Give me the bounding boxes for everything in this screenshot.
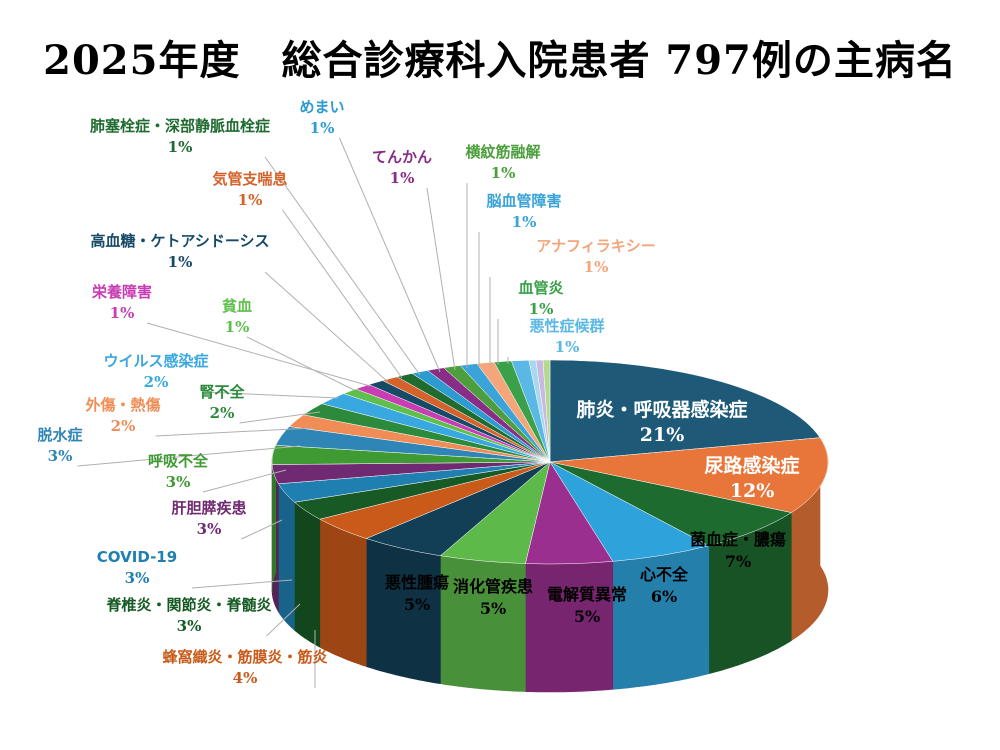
slice-side-4 <box>525 561 614 693</box>
slice-label-pct-18: 1% <box>168 253 193 271</box>
slice-label-name-13: 外傷・熱傷 <box>84 396 160 414</box>
slice-side-7 <box>319 518 367 667</box>
slice-label-pct-2: 7% <box>725 552 751 571</box>
leader-line-12 <box>77 445 301 467</box>
slice-labels: 肺炎・呼吸器感染症 21% 尿路感染症 12% 菌血症・膿瘍 7% 心不全 6% 電解質異常 5%… <box>37 98 799 687</box>
leader-line-17 <box>146 322 371 387</box>
pie-sides <box>271 436 829 693</box>
slice-label-name-14: 腎不全 <box>199 383 245 401</box>
slice-label-pct-25: 1% <box>584 258 609 276</box>
leader-line-13 <box>155 427 313 437</box>
slice-label-pct-20: 1% <box>168 138 193 156</box>
leader-line-11 <box>202 469 287 493</box>
slice-label-pct-16: 1% <box>225 318 250 336</box>
slice-side-9 <box>278 482 295 631</box>
slice-label-name-0: 肺炎・呼吸器感染症 <box>576 398 747 421</box>
slice-label-name-17: 栄養障害 <box>91 283 152 301</box>
slice-label-name-16: 貧血 <box>222 297 252 315</box>
leader-line-9 <box>191 579 293 589</box>
slice-label-pct-11: 3% <box>166 473 191 491</box>
slice-label-pct-14: 2% <box>210 404 235 422</box>
slice-label-pct-12: 3% <box>48 447 73 465</box>
leader-line-16 <box>246 336 355 391</box>
leader-line-20 <box>264 156 421 376</box>
slice-label-name-5: 消化管疾患 <box>453 577 533 596</box>
slice-top-2 <box>549 461 792 546</box>
slice-label-name-25: アナフィラキシー <box>536 237 655 255</box>
slice-label-pct-3: 6% <box>651 587 677 606</box>
slice-label-name-3: 心不全 <box>640 565 689 584</box>
leader-line-18 <box>264 271 389 383</box>
slice-label-pct-22: 1% <box>390 169 415 187</box>
slice-label-pct-0: 21% <box>640 424 685 446</box>
slice-label-name-22: てんかん <box>372 148 432 166</box>
slice-label-pct-19: 1% <box>238 191 263 209</box>
slice-label-pct-7: 4% <box>233 669 258 687</box>
slice-label-name-27: 悪性症候群 <box>529 317 604 335</box>
slice-label-pct-24: 1% <box>512 213 537 231</box>
slice-label-pct-4: 5% <box>574 607 600 626</box>
slice-top-0 <box>549 359 821 463</box>
slice-label-pct-10: 3% <box>197 520 222 538</box>
slice-label-pct-21: 1% <box>310 119 335 137</box>
slice-label-name-11: 呼吸不全 <box>148 452 209 470</box>
slice-label-name-8: 脊椎炎・関節炎・脊髄炎 <box>105 596 271 614</box>
slice-label-name-20: 肺塞栓症・深部静脈血栓症 <box>90 117 270 135</box>
slice-label-pct-1: 12% <box>730 480 775 502</box>
slice-label-name-4: 電解質異常 <box>547 585 627 604</box>
slice-label-name-24: 脳血管障害 <box>486 192 561 210</box>
slice-label-name-10: 肝胆膵疾患 <box>171 499 246 517</box>
leader-line-15 <box>203 391 339 399</box>
leader-lines <box>77 137 509 688</box>
slice-label-name-9: COVID-19 <box>97 548 177 566</box>
leader-line-22 <box>426 187 456 371</box>
chart-title: 2025年度 総合診療科入院患者 797例の主病名 <box>43 37 957 84</box>
slice-label-pct-8: 3% <box>177 617 202 635</box>
slice-label-pct-23: 1% <box>491 164 516 182</box>
slice-label-name-15: ウイルス感染症 <box>103 352 208 370</box>
slice-label-name-1: 尿路感染症 <box>704 454 799 477</box>
slice-label-name-26: 血管炎 <box>518 279 563 297</box>
leader-line-8 <box>266 603 301 637</box>
pie-top <box>271 359 829 565</box>
slice-top-1 <box>549 437 829 513</box>
slice-label-name-21: めまい <box>299 98 344 116</box>
slice-label-name-19: 気管支喘息 <box>212 170 287 188</box>
slice-label-pct-15: 2% <box>144 373 169 391</box>
slice-label-name-7: 蜂窩織炎・筋膜炎・筋炎 <box>162 648 327 666</box>
slice-label-name-18: 高血糖・ケトアシドーシス <box>90 232 269 250</box>
leader-line-19 <box>282 209 403 379</box>
slice-label-pct-13: 2% <box>111 417 136 435</box>
slice-side-8 <box>294 501 321 648</box>
leader-line-10 <box>241 519 283 540</box>
slice-label-name-6: 悪性腫瘍 <box>385 573 449 592</box>
leader-line-14 <box>239 411 321 424</box>
slice-label-pct-17: 1% <box>110 304 135 322</box>
slice-label-pct-6: 5% <box>404 595 430 614</box>
slice-top-30 <box>542 359 551 463</box>
slice-label-pct-5: 5% <box>480 599 506 618</box>
slice-label-name-12: 脱水症 <box>37 426 82 444</box>
leader-line-21 <box>339 137 441 373</box>
slice-label-name-23: 横紋筋融解 <box>465 143 540 161</box>
slice-label-pct-26: 1% <box>529 300 554 318</box>
slice-label-name-2: 菌血症・膿瘍 <box>690 530 786 549</box>
slice-label-pct-27: 1% <box>555 338 580 356</box>
slice-label-pct-9: 3% <box>125 569 150 587</box>
